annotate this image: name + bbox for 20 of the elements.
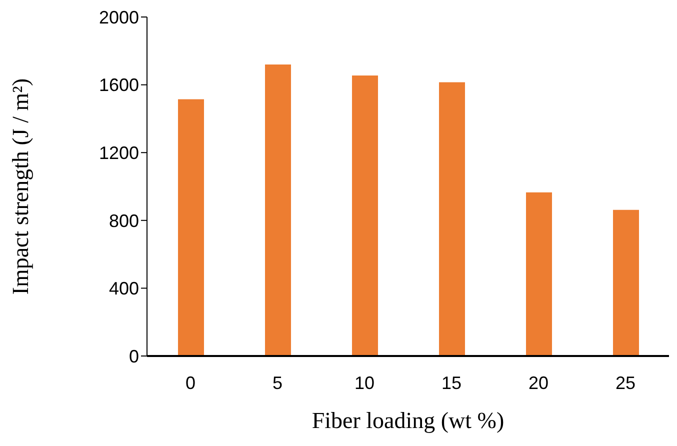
bar [352,75,378,356]
y-tick-label: 800 [108,210,139,231]
bar [613,210,639,356]
bar [178,99,204,356]
y-axis-title: Impact strength (J / m²) [8,78,34,295]
x-tick-label: 20 [528,372,549,393]
x-tick-label: 0 [185,372,196,393]
x-tick-label: 5 [272,372,283,393]
y-tick-label: 0 [128,346,139,366]
x-tick-label: 15 [441,372,462,393]
x-tick-label: 10 [354,372,375,393]
bar [526,192,552,356]
y-tick-label: 400 [108,278,139,299]
y-tick-label: 1200 [98,142,139,163]
x-axis-title: Fiber loading (wt %) [312,408,504,433]
bar [439,82,465,356]
y-tick-label: 1600 [98,75,139,96]
bar [265,64,291,356]
y-tick-label: 2000 [98,7,139,28]
x-tick-label: 25 [615,372,636,393]
